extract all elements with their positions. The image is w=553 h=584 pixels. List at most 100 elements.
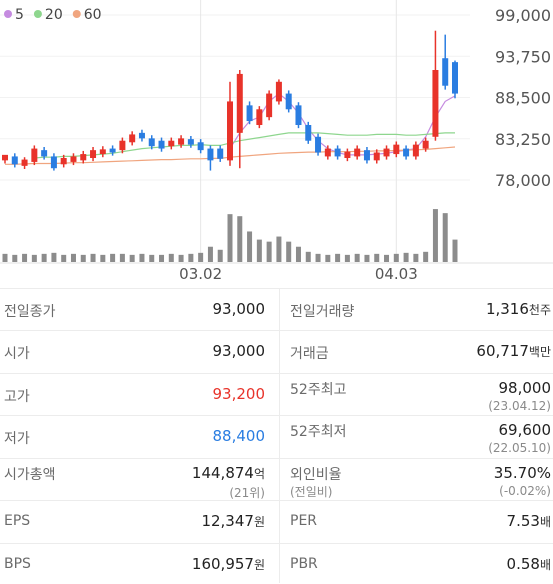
candle-body [383,148,390,157]
field-value: 7.53배 [507,512,551,530]
candle-body [138,132,145,139]
x-tick-label: 04.03 [375,265,418,283]
moving-average-line [229,92,456,156]
candle-body [266,93,273,118]
value-unit: 배 [539,558,551,572]
candle-body [412,144,419,157]
volume-bar [198,252,204,262]
volume-bar [139,253,145,262]
volume-bar [315,253,321,262]
volume-bar [452,239,458,262]
volume-bar [335,253,341,262]
stock-chart: 78,000 83,250 88,500 93,750 99,000 03.02 04.03… [0,0,553,283]
volume-bar [51,252,57,262]
volume-bar [227,214,233,262]
candle-body [373,152,380,161]
volume-bar [178,254,184,262]
value-text: 0.58 [506,555,540,573]
y-tick-label: 93,750 [495,47,551,66]
volume-bar [188,253,194,262]
candle-body [452,62,458,94]
volume-bar [90,253,96,262]
candle-body [158,140,165,149]
volume-bar [61,254,67,262]
candle-body [207,148,214,161]
column-divider [279,288,280,583]
volume-bar [403,252,409,262]
volume-bar [70,253,76,262]
value-unit: 천주 [528,303,551,317]
y-tick-label: 88,500 [495,89,551,108]
value-text: 7.53 [506,512,540,530]
field-value: 12,347원 [201,512,265,530]
field-value: 69,600 [499,421,552,439]
table-cell: 시가총액 144,874억 (21위) [0,459,280,501]
volume-bar [384,254,390,262]
candle-body [246,105,253,122]
table-row: BPS 160,957원 PBR 0.58배 [0,543,553,584]
value-unit: 배 [539,515,551,529]
table-row: 저가 88,400 52주최저 69,600 (22.05.10) [0,415,553,459]
candle-body [129,134,136,143]
candle-body [2,154,8,161]
candle-body [393,144,400,155]
volume-bar [305,251,311,262]
field-label: PER [290,513,318,529]
table-cell: 외인비율 (전일비) 35.70% (-0.02%) [280,459,553,501]
value-unit: 백만 [528,345,551,359]
volume-bar [364,254,370,262]
value-text: 98,000 [498,379,552,397]
candle-body [324,148,331,157]
volume-bar [119,253,125,262]
field-value: 93,000 [213,342,266,360]
field-label: 시가 [4,346,30,362]
candle-body [227,101,233,161]
field-value: 88,400 [213,427,266,445]
field-label: 외인비율 [290,467,342,483]
value-text: 88,400 [212,427,266,445]
candle-body [21,159,28,166]
field-sub: (23.04.12) [488,399,551,413]
volume-bar [325,254,331,262]
volume-bar [432,209,438,262]
candle-body [70,156,77,162]
candle-body [31,148,38,162]
candle-body [109,148,116,153]
volume-bar [207,246,213,262]
table-cell: EPS 12,347원 [0,501,280,544]
value-text: 93,000 [212,342,266,360]
field-label: PBR [290,556,318,572]
table-cell: PER 7.53배 [280,501,553,544]
legend-label: 60 [84,7,102,23]
table-cell: 시가 93,000 [0,331,280,374]
value-text: 69,600 [498,421,552,439]
legend-marker [72,10,81,18]
value-text: 93,000 [212,300,266,318]
field-value: 160,957원 [192,555,265,573]
volume-bar [129,254,135,262]
candle-body [50,156,57,169]
volume-bar [100,254,106,262]
field-label: BPS [4,556,31,572]
candle-body [256,109,263,125]
candle-body [344,151,351,158]
table-cell: 저가 88,400 [0,416,280,459]
field-label: 거래금 [290,346,329,362]
value-unit: 억 [253,467,265,481]
value-text: 144,874 [191,464,254,482]
field-sub: (22.05.10) [488,441,551,455]
field-label: 시가총액 [4,467,56,483]
volume-bar [80,254,86,262]
candle-body [403,148,410,157]
volume-bar [31,254,37,262]
candle-body [41,150,48,157]
candle-body [80,154,87,161]
volume-bar [413,253,419,262]
volume-bar [344,254,350,262]
field-value: 144,874억 [192,464,265,482]
value-text: 1,316 [485,300,529,318]
volume-bar [12,254,18,262]
field-value: 60,717백만 [476,342,551,360]
x-tick-label: 03.02 [179,265,222,283]
